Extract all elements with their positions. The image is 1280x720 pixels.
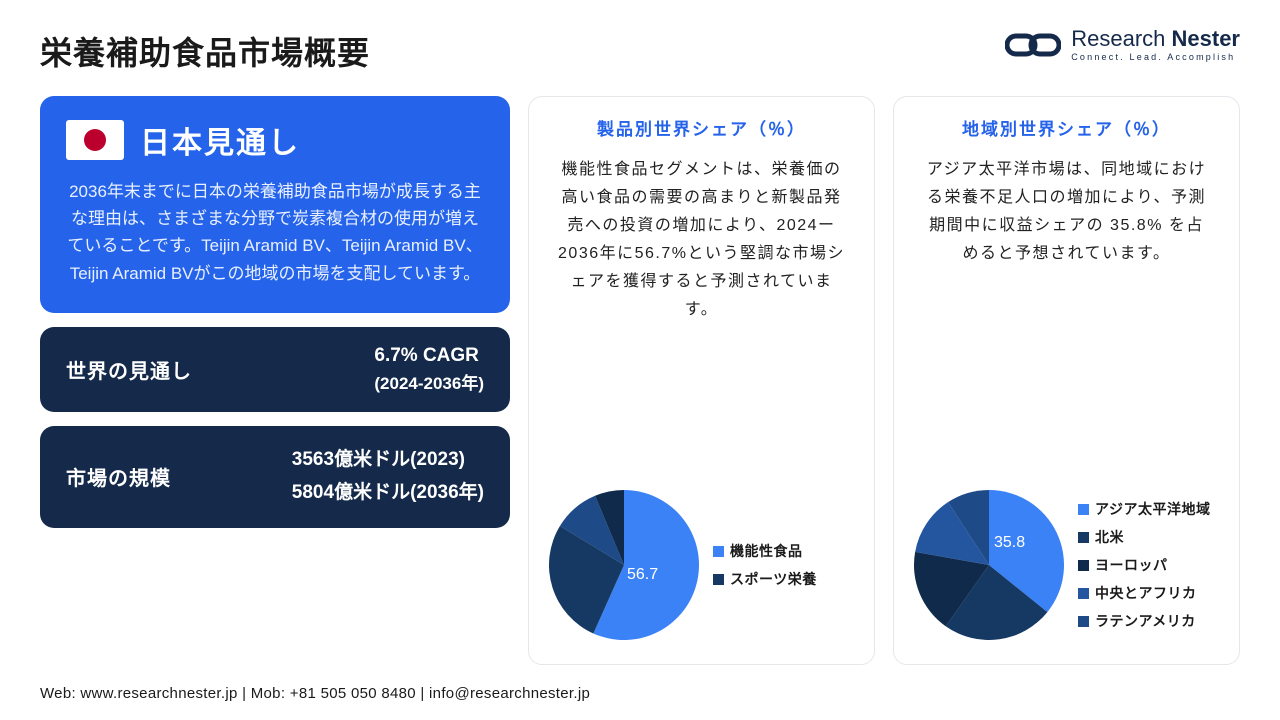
legend-swatch bbox=[1078, 616, 1089, 627]
japan-outlook-title: 日本見通し bbox=[140, 118, 300, 162]
global-outlook-label: 世界の見通し bbox=[66, 355, 192, 384]
legend-label: 中央とアフリカ bbox=[1095, 584, 1197, 602]
logo-tagline: Connect. Lead. Accomplish bbox=[1071, 53, 1240, 62]
legend-item: ヨーロッパ bbox=[1078, 556, 1210, 574]
legend-label: ヨーロッパ bbox=[1095, 556, 1168, 574]
market-size-2023: 3563億米ドル(2023) bbox=[292, 444, 484, 471]
japan-outlook-card: 日本見通し 2036年末までに日本の栄養補助食品市場が成長する主な理由は、さまざ… bbox=[40, 96, 510, 313]
region-share-legend: アジア太平洋地域 北米 ヨーロッパ 中央とアフリカ ラテンアメリカ bbox=[1078, 500, 1210, 631]
region-share-card: 地域別世界シェア（％） アジア太平洋市場は、同地域における栄養不足人口の増加によ… bbox=[893, 96, 1240, 665]
region-share-pie: 35.8 bbox=[914, 490, 1064, 640]
pie-value-label: 56.7 bbox=[627, 566, 658, 584]
legend-swatch bbox=[1078, 504, 1089, 515]
product-share-desc: 機能性食品セグメントは、栄養価の高い食品の需要の高まりと新製品発売への投資の増加… bbox=[549, 156, 854, 324]
pie-value-label: 35.8 bbox=[994, 534, 1025, 552]
legend-swatch bbox=[713, 546, 724, 557]
legend-swatch bbox=[713, 574, 724, 585]
legend-item: 北米 bbox=[1078, 528, 1210, 546]
product-share-legend: 機能性食品 スポーツ栄養 bbox=[713, 542, 817, 588]
legend-swatch bbox=[1078, 588, 1089, 599]
legend-label: アジア太平洋地域 bbox=[1095, 500, 1210, 518]
market-size-2036: 5804億米ドル(2036年) bbox=[292, 477, 484, 504]
logo-text: Research Nester bbox=[1071, 28, 1240, 50]
product-share-title: 製品別世界シェア（％） bbox=[549, 115, 854, 140]
global-outlook-card: 世界の見通し 6.7% CAGR (2024-2036年) bbox=[40, 327, 510, 412]
chain-link-icon bbox=[1005, 30, 1061, 60]
legend-label: 北米 bbox=[1095, 528, 1124, 546]
legend-item: 中央とアフリカ bbox=[1078, 584, 1210, 602]
region-share-title: 地域別世界シェア（％） bbox=[914, 115, 1219, 140]
legend-item: 機能性食品 bbox=[713, 542, 817, 560]
legend-label: 機能性食品 bbox=[730, 542, 803, 560]
global-outlook-period: (2024-2036年) bbox=[374, 369, 484, 394]
legend-item: ラテンアメリカ bbox=[1078, 612, 1210, 630]
region-share-desc: アジア太平洋市場は、同地域における栄養不足人口の増加により、予測期間中に収益シェ… bbox=[914, 156, 1219, 268]
legend-swatch bbox=[1078, 560, 1089, 571]
product-share-pie: 56.7 bbox=[549, 490, 699, 640]
legend-item: アジア太平洋地域 bbox=[1078, 500, 1210, 518]
market-size-label: 市場の規模 bbox=[66, 462, 171, 491]
legend-item: スポーツ栄養 bbox=[713, 570, 817, 588]
brand-logo: Research Nester Connect. Lead. Accomplis… bbox=[1005, 28, 1240, 62]
japan-flag-icon bbox=[66, 120, 124, 160]
market-size-card: 市場の規模 3563億米ドル(2023) 5804億米ドル(2036年) bbox=[40, 426, 510, 528]
page-title: 栄養補助食品市場概要 bbox=[40, 28, 370, 74]
legend-label: ラテンアメリカ bbox=[1095, 612, 1196, 630]
legend-swatch bbox=[1078, 532, 1089, 543]
global-outlook-value: 6.7% CAGR bbox=[374, 345, 479, 366]
japan-outlook-body: 2036年末までに日本の栄養補助食品市場が成長する主な理由は、さまざまな分野で炭… bbox=[66, 178, 484, 287]
footer-contact: Web: www.researchnester.jp | Mob: +81 50… bbox=[40, 685, 1240, 702]
product-share-card: 製品別世界シェア（％） 機能性食品セグメントは、栄養価の高い食品の需要の高まりと… bbox=[528, 96, 875, 665]
legend-label: スポーツ栄養 bbox=[730, 570, 817, 588]
